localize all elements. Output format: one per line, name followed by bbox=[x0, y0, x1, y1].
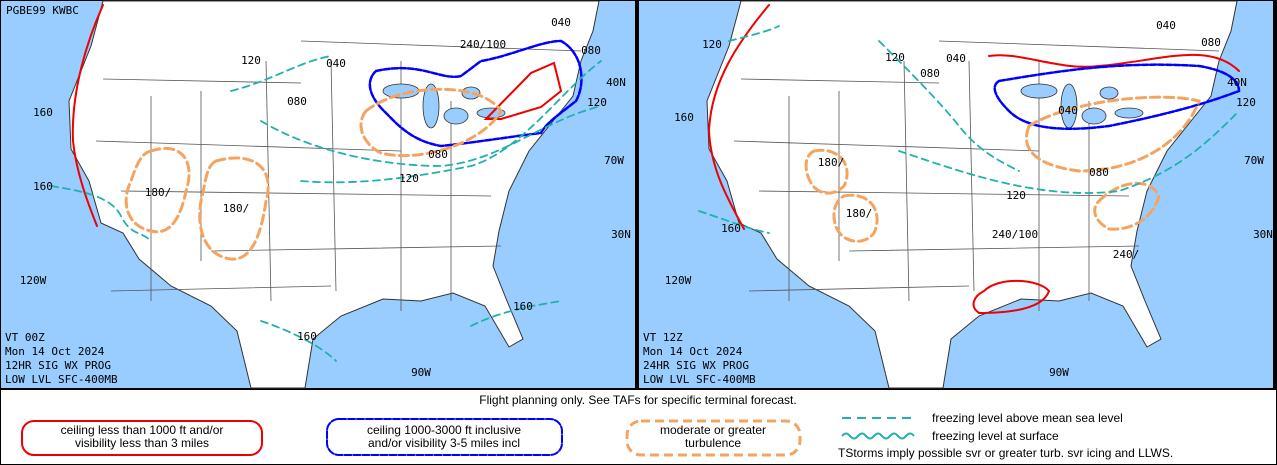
map-label: 080 bbox=[287, 95, 307, 108]
freezing-msl-text: freezing level above mean sea level bbox=[932, 411, 1123, 425]
lake bbox=[443, 107, 469, 125]
map-label: 080 bbox=[581, 44, 601, 57]
weather-area bbox=[878, 40, 1020, 172]
map-label: 080 bbox=[428, 148, 448, 161]
weather-area bbox=[483, 61, 563, 120]
map-label: 70W bbox=[1244, 154, 1264, 167]
weather-area bbox=[972, 279, 1051, 315]
weather-area bbox=[368, 39, 583, 148]
map-label: 90W bbox=[411, 366, 431, 379]
map-label: 160 bbox=[297, 330, 317, 343]
turbulence-symbol bbox=[625, 419, 802, 457]
freezing-sfc-text: freezing level at surface bbox=[932, 429, 1059, 443]
lake bbox=[1099, 86, 1119, 100]
weather-area bbox=[1025, 95, 1201, 173]
turbulence-text: moderate or greater bbox=[660, 423, 766, 437]
weather-area bbox=[1093, 181, 1161, 231]
map-label: 120W bbox=[665, 274, 692, 287]
map-label: 120 bbox=[702, 38, 722, 51]
map-label: 180/ bbox=[223, 202, 250, 215]
map-label: 40N bbox=[606, 76, 626, 89]
map-label: 120 bbox=[885, 51, 905, 64]
map-label: 120 bbox=[399, 172, 419, 185]
valid-info: Mon 14 Oct 2024 bbox=[643, 345, 743, 358]
notice: Flight planning only. See TAFs for speci… bbox=[479, 393, 796, 407]
map-label: 90W bbox=[1049, 366, 1069, 379]
weather-area bbox=[898, 110, 1240, 194]
map-label: 240/100 bbox=[460, 38, 506, 51]
legend-box bbox=[1, 390, 1276, 464]
state-lines bbox=[733, 40, 1220, 311]
map-label: 120 bbox=[1236, 96, 1256, 109]
weather-area bbox=[728, 25, 780, 42]
map-label: 160 bbox=[513, 300, 533, 313]
bulletin-id: PGBE99 KWBC bbox=[6, 4, 79, 17]
lake bbox=[461, 86, 481, 100]
map-label: 080 bbox=[1201, 36, 1221, 49]
map-label: 40N bbox=[1227, 76, 1247, 89]
map-label: 160 bbox=[33, 180, 53, 193]
map-label: 080 bbox=[1089, 166, 1109, 179]
valid-info: 12HR SIG WX PROG bbox=[5, 359, 111, 372]
map-label: 040 bbox=[946, 52, 966, 65]
map-label: 160 bbox=[721, 222, 741, 235]
map-label: 080 bbox=[920, 67, 940, 80]
lake bbox=[1020, 83, 1058, 99]
mvfr-symbol bbox=[326, 418, 563, 456]
map-label: 240/ bbox=[1113, 248, 1140, 261]
lake bbox=[422, 83, 440, 129]
map-label: 30N bbox=[611, 228, 631, 241]
mvfr-text: and/or visibility 3-5 miles incl bbox=[368, 436, 520, 450]
valid-info: VT 12Z bbox=[643, 331, 683, 344]
ifr-text: ceiling less than 1000 ft and/or bbox=[61, 423, 224, 437]
weather-area bbox=[300, 60, 602, 184]
weather-area bbox=[832, 193, 879, 243]
ifr-text: visibility less than 3 miles bbox=[75, 436, 209, 450]
valid-info: VT 00Z bbox=[5, 331, 45, 344]
valid-info: LOW LVL SFC-400MB bbox=[5, 373, 118, 386]
weather-area bbox=[260, 320, 337, 362]
weather-area bbox=[124, 146, 191, 234]
map-label: 120 bbox=[1006, 189, 1026, 202]
weather-area bbox=[198, 156, 270, 261]
valid-info: LOW LVL SFC-400MB bbox=[643, 373, 756, 386]
map-label: 040 bbox=[551, 16, 571, 29]
weather-area bbox=[359, 87, 503, 158]
map-label: 180/ bbox=[818, 156, 845, 169]
panel-24hr: 120 120 080 040 040 080 40N 120 160 040 70W 180/080… bbox=[639, 0, 1273, 389]
lake bbox=[1114, 107, 1144, 119]
lake bbox=[1081, 107, 1107, 125]
tstorms-text: TStorms imply possible svr or greater tu… bbox=[838, 446, 1173, 460]
map-label: 120W bbox=[20, 274, 47, 287]
map-label: 30N bbox=[1253, 228, 1273, 241]
map-label: 240/100 bbox=[992, 228, 1038, 241]
valid-info: 24HR SIG WX PROG bbox=[643, 359, 749, 372]
map-label: 160 bbox=[33, 106, 53, 119]
map-label: 120 bbox=[241, 54, 261, 67]
weather-area bbox=[50, 185, 152, 242]
panel-12hr: PGBE99 KWBC 120 040 240/100 040 080 40N 120 080 1… bbox=[1, 0, 635, 389]
weather-area bbox=[470, 300, 562, 327]
weather-area bbox=[698, 210, 770, 234]
map-label: 040 bbox=[326, 57, 346, 70]
map-label: 180/ bbox=[846, 207, 873, 220]
map-label: 040 bbox=[1058, 104, 1078, 117]
map-label: 70W bbox=[604, 154, 624, 167]
valid-info: Mon 14 Oct 2024 bbox=[5, 345, 105, 358]
mvfr-text: ceiling 1000-3000 ft inclusive bbox=[367, 423, 521, 437]
ifr-symbol bbox=[21, 420, 263, 456]
weather-area bbox=[71, 4, 104, 227]
map-label: 160 bbox=[674, 111, 694, 124]
turbulence-text: turbulence bbox=[685, 436, 741, 450]
freezing-sfc-symbol bbox=[841, 432, 915, 440]
map-label: 040 bbox=[1156, 19, 1176, 32]
weather-area bbox=[804, 148, 849, 195]
map-label: 180/ bbox=[145, 186, 172, 199]
weather-area bbox=[230, 55, 332, 92]
legend: Flight planning only. See TAFs for speci… bbox=[1, 390, 1276, 464]
map-label: 120 bbox=[587, 96, 607, 109]
weather-area bbox=[260, 105, 602, 167]
